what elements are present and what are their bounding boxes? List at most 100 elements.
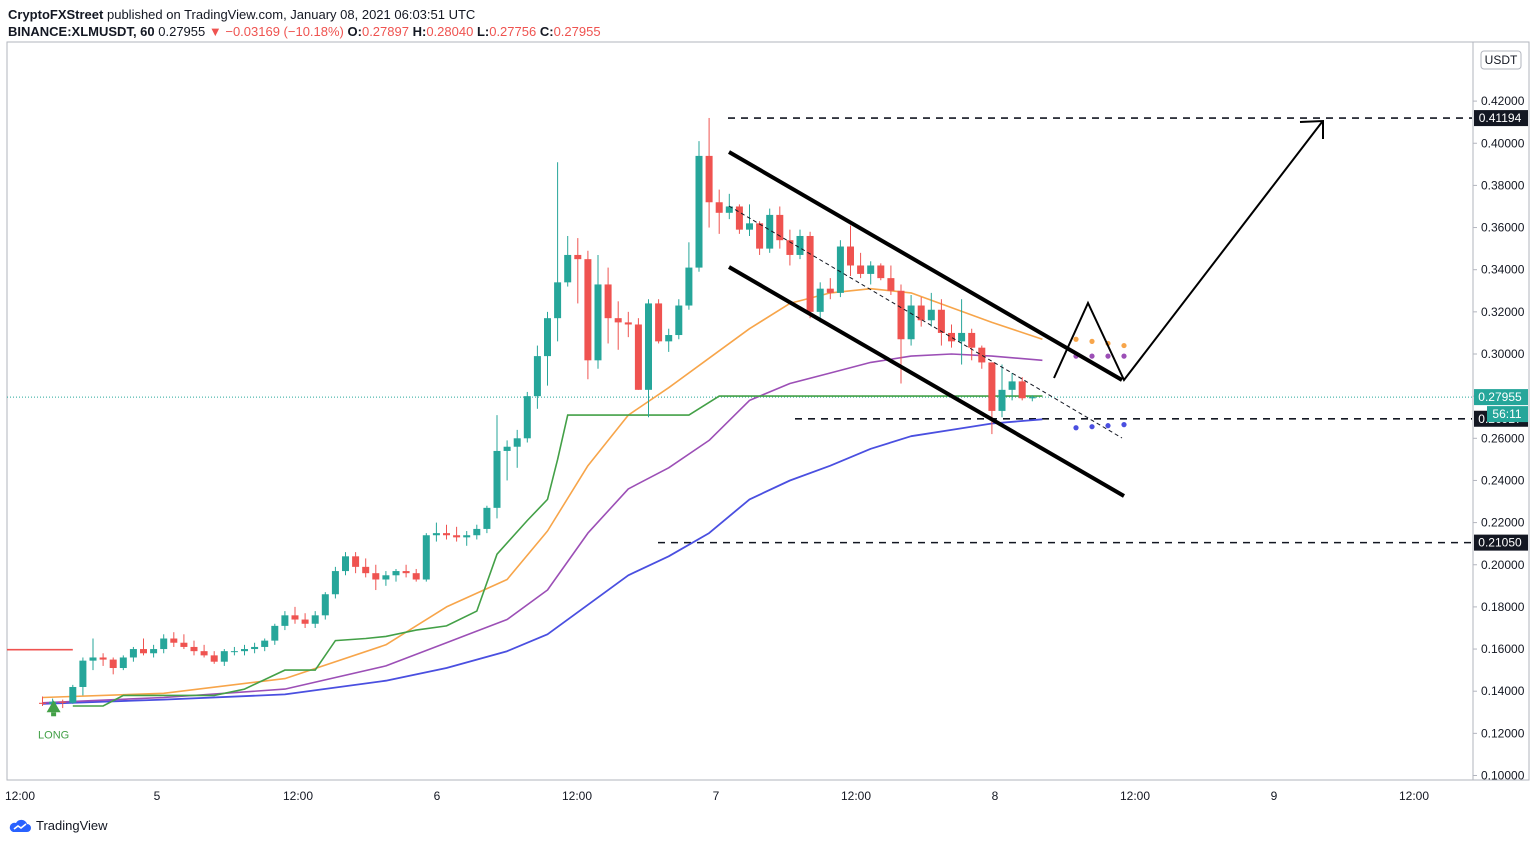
price-label-text: 0.41194 (1479, 111, 1522, 125)
candle-body (715, 202, 723, 213)
candle-body (352, 556, 360, 567)
candle (140, 638, 147, 656)
candle (948, 324, 955, 348)
candle-body (170, 638, 178, 643)
candle-body (503, 446, 511, 451)
y-tick-label: 0.32000 (1481, 305, 1525, 319)
candle-body (493, 450, 501, 508)
candle (715, 189, 723, 234)
candle (847, 225, 854, 277)
tradingview-footer[interactable]: TradingView (8, 818, 108, 833)
y-tick-label: 0.26000 (1481, 431, 1525, 445)
currency-box (1480, 50, 1522, 70)
high-value: 0.28040 (426, 24, 474, 39)
candle (806, 231, 814, 319)
publisher-name[interactable]: CryptoFXStreet (8, 7, 104, 22)
candle (695, 141, 703, 272)
candle-body (432, 533, 440, 536)
candle-body (806, 235, 814, 312)
candle (655, 299, 663, 344)
open-value: 0.27897 (361, 24, 409, 39)
y-tick-label: 0.14000 (1481, 684, 1525, 698)
candle (836, 240, 844, 298)
publish-line: CryptoFXStreet published on TradingView.… (8, 6, 601, 23)
candle (877, 263, 885, 281)
candle-body (180, 642, 188, 647)
countdown-box (1487, 406, 1528, 423)
candle (99, 653, 107, 666)
candle (392, 568, 400, 582)
candle-body (39, 702, 46, 704)
last-price: 0.27955 (158, 24, 206, 39)
candle-body (79, 660, 87, 687)
candle (160, 634, 168, 654)
candle-body (796, 235, 804, 255)
candle (220, 649, 228, 666)
candle (746, 204, 753, 236)
candle-body (463, 535, 471, 538)
candle (251, 642, 259, 654)
candle (705, 117, 713, 228)
candle (402, 564, 410, 578)
candle (907, 294, 915, 346)
candle-body (776, 214, 784, 241)
candle-body (978, 347, 986, 363)
candle-body (937, 309, 945, 333)
candle (311, 611, 319, 628)
candle-body (634, 324, 642, 390)
candle (816, 282, 824, 323)
x-tick-label: 12:00 (562, 789, 592, 803)
candle-body (251, 646, 259, 650)
candle-body (271, 625, 279, 641)
candle (604, 267, 612, 344)
candle-body (826, 288, 834, 293)
candle (513, 429, 521, 468)
candle (988, 362, 996, 435)
candle (109, 657, 117, 675)
candle (533, 345, 541, 409)
candle (331, 566, 339, 599)
candle-body (958, 332, 966, 342)
candle-body (998, 389, 1006, 411)
y-tick-label: 0.22000 (1481, 516, 1525, 530)
y-tick-label: 0.40000 (1481, 136, 1525, 150)
candle-body (857, 265, 865, 274)
candle (978, 345, 986, 369)
candle-body (675, 305, 683, 336)
candle-body (362, 566, 370, 574)
published-text: published on TradingView.com, January 08… (106, 7, 476, 22)
candle-body (1018, 381, 1026, 399)
candle-body (725, 206, 733, 213)
candle-body (220, 651, 228, 662)
candle-body (584, 259, 592, 361)
long-signal-label: LONG (38, 729, 69, 741)
symbol-label[interactable]: BINANCE:XLMUSDT, 60 (8, 24, 155, 39)
candle-body (342, 556, 349, 572)
forecast-dot-blue (1089, 424, 1095, 430)
price-label-box (1474, 534, 1528, 551)
channel-upper-line (727, 150, 1124, 382)
forecast-dot-blue (1105, 423, 1111, 429)
candle (544, 311, 551, 386)
candle-body (988, 362, 996, 411)
x-tick-label: 12:00 (5, 789, 35, 803)
footer-brand: TradingView (36, 818, 108, 833)
candle-body (89, 657, 97, 661)
candle (422, 533, 430, 582)
candle (463, 531, 471, 546)
candle (927, 292, 935, 327)
candle-body (836, 246, 844, 293)
candle-body (968, 332, 976, 348)
low-label: L: (476, 24, 490, 39)
candle (645, 299, 652, 418)
candle (796, 229, 804, 260)
candle-body (766, 214, 774, 249)
candle (291, 606, 299, 624)
candle (342, 552, 349, 576)
currency-label: USDT (1485, 53, 1518, 67)
forecast-dot-purple (1089, 353, 1095, 359)
x-tick-label: 12:00 (841, 789, 871, 803)
candle-body (604, 284, 612, 319)
candle-body (291, 615, 299, 620)
